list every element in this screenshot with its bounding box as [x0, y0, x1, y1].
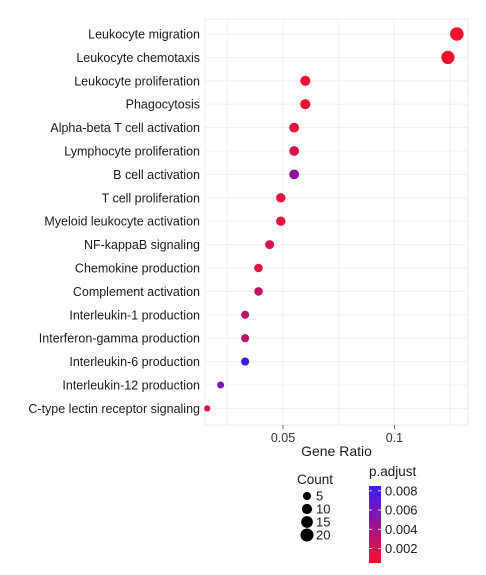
colorbar-label: 0.008: [385, 483, 418, 498]
category-label: Chemokine production: [75, 262, 200, 276]
count-legend-dot: [301, 516, 313, 528]
data-point: [241, 334, 250, 343]
count-legend-label: 15: [316, 515, 330, 530]
count-legend-dot: [301, 503, 313, 515]
category-label: T cell proliferation: [102, 191, 200, 205]
x-tick-label: 0.05: [271, 431, 295, 445]
category-label: Leukocyte migration: [88, 28, 200, 42]
data-points: [204, 27, 464, 412]
category-label: C-type lectin receptor signaling: [28, 402, 200, 416]
p-adjust-legend-title: p.adjust: [369, 464, 417, 479]
category-label: B cell activation: [113, 168, 200, 182]
category-label: NF-kappaB signaling: [84, 238, 200, 252]
data-point: [217, 381, 225, 389]
data-point: [254, 263, 263, 273]
category-label: Leukocyte proliferation: [74, 74, 200, 88]
category-label: Interleukin-1 production: [69, 308, 200, 322]
category-labels: Leukocyte migration Leukocyte chemotaxis L…: [28, 28, 200, 416]
data-point: [289, 122, 300, 133]
colorbar-label: 0.002: [385, 541, 418, 556]
p-adjust-legend: p.adjust 0.008 0.006 0.004 0.002: [369, 464, 418, 563]
colorbar-label: 0.004: [385, 522, 418, 537]
category-label: Interferon-gamma production: [39, 332, 200, 346]
data-point: [204, 405, 211, 412]
data-point: [254, 287, 263, 296]
data-point: [265, 240, 275, 250]
category-label: Phagocytosis: [126, 98, 200, 112]
x-axis-ticks: 0.05 0.1: [271, 425, 403, 445]
category-label: Leukocyte chemotaxis: [76, 51, 200, 65]
category-label: Alpha-beta T cell activation: [50, 121, 200, 135]
count-legend-label: 20: [316, 528, 330, 543]
data-point: [441, 50, 455, 65]
data-point: [276, 216, 286, 226]
count-legend-title: Count: [297, 472, 333, 487]
count-legend-dot: [302, 491, 312, 501]
data-point: [289, 146, 300, 156]
data-point: [289, 169, 300, 180]
colorbar-label: 0.006: [385, 503, 418, 518]
count-legend-dot: [300, 528, 314, 542]
data-point: [276, 193, 286, 203]
category-label: Interleukin-12 production: [62, 379, 200, 393]
category-label: Lymphocyte proliferation: [64, 145, 200, 159]
count-legend-label: 5: [316, 489, 323, 504]
category-label: Myeloid leukocyte activation: [44, 215, 200, 229]
x-tick-label: 0.1: [386, 431, 403, 445]
data-point: [450, 27, 464, 41]
plot-background: [204, 18, 469, 426]
p-adjust-colorbar: [369, 486, 381, 563]
count-legend-label: 10: [316, 502, 330, 517]
data-point: [300, 99, 311, 110]
x-axis-title: Gene Ratio: [301, 443, 372, 459]
data-point: [241, 357, 250, 366]
data-point: [300, 75, 311, 86]
data-point: [241, 310, 250, 319]
category-label: Interleukin-6 production: [69, 355, 200, 369]
category-label: Complement activation: [73, 285, 200, 299]
